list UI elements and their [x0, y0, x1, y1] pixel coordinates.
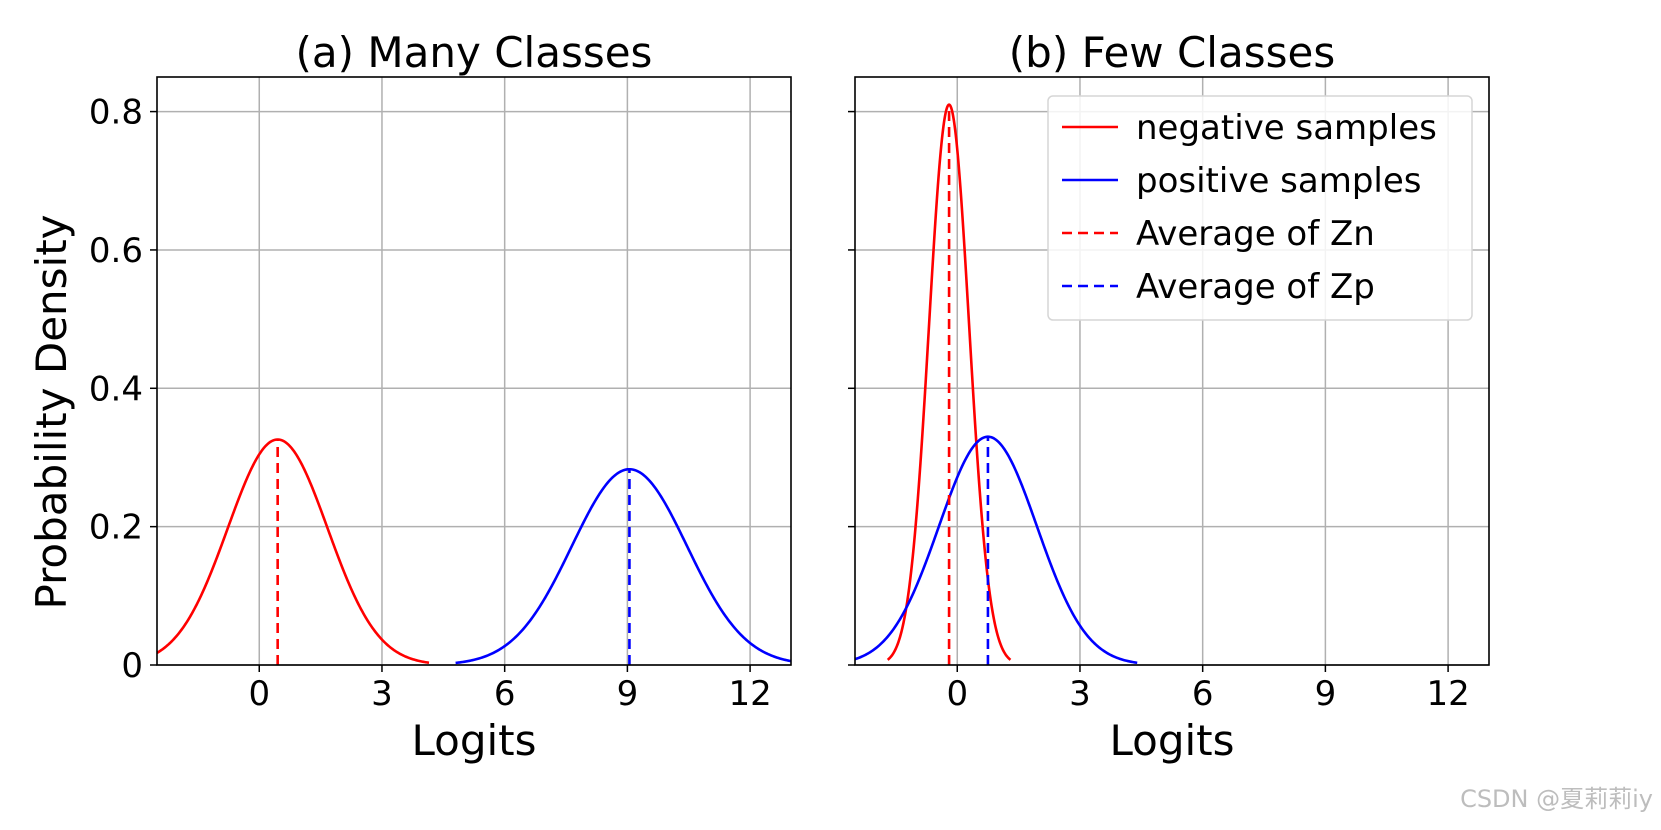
legend-label: negative samples — [1136, 108, 1437, 148]
series-positive-samples — [854, 435, 1138, 665]
legend: negative samples positive samples Average … — [1047, 95, 1473, 321]
y-axis-label: Probability Density — [27, 214, 76, 609]
legend-entry: positive samples — [1062, 161, 1422, 201]
panel-title: (a) Many Classes — [296, 28, 653, 77]
panel-title: (b) Few Classes — [1009, 28, 1335, 77]
legend-box — [1047, 95, 1473, 321]
x-tick-label: 9 — [1315, 674, 1337, 714]
x-tick-label: 6 — [494, 674, 516, 714]
y-tick-label: 0.8 — [89, 93, 143, 133]
y-tick-label: 0.6 — [89, 231, 143, 271]
legend-label: positive samples — [1136, 161, 1422, 201]
panel-few-classes: 0 3 6 9 12 (b) Few Classes Logits negative samp… — [848, 28, 1490, 765]
x-axis-label: Logits — [1109, 716, 1234, 765]
x-tick-label: 3 — [371, 674, 393, 714]
panel-many-classes: 0 3 6 9 12 0 0.2 0.4 0.6 0.8 (a) Many Classes Logit… — [89, 28, 792, 765]
x-tick-label: 3 — [1069, 674, 1091, 714]
legend-label: Average of Zn — [1136, 214, 1375, 254]
y-tick-label: 0.4 — [89, 369, 143, 409]
x-tick-label: 12 — [728, 674, 771, 714]
series-positive-samples — [455, 467, 792, 665]
axes-frame — [156, 76, 792, 666]
watermark: CSDN @夏莉莉iy — [1460, 785, 1653, 813]
series-negative-samples — [886, 103, 1012, 661]
y-tick-label: 0 — [121, 646, 143, 686]
x-axis-label: Logits — [411, 716, 536, 765]
legend-entry: negative samples — [1062, 108, 1437, 148]
axes-frame — [854, 76, 1490, 666]
x-tick-label: 6 — [1192, 674, 1214, 714]
x-tick-label: 12 — [1426, 674, 1469, 714]
legend-entry: Average of Zp — [1062, 267, 1375, 307]
legend-entry: Average of Zn — [1062, 214, 1375, 254]
legend-label: Average of Zp — [1136, 267, 1375, 307]
x-tick-label: 0 — [946, 674, 968, 714]
x-tick-label: 0 — [248, 674, 270, 714]
series-negative-samples — [156, 438, 430, 665]
x-tick-label: 9 — [617, 674, 639, 714]
y-tick-label: 0.2 — [89, 508, 143, 548]
